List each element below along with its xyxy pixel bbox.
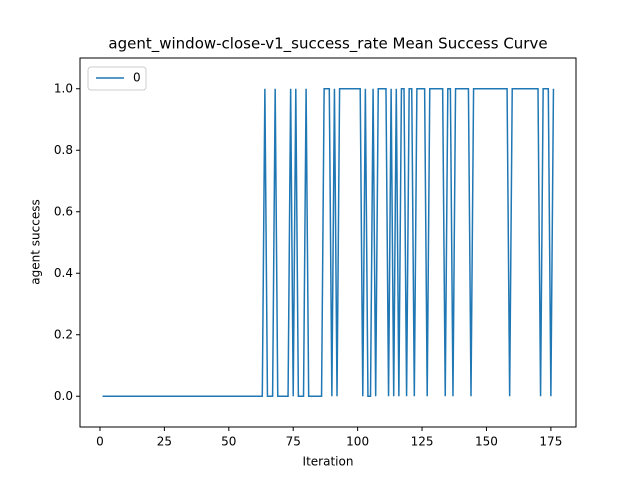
y-tick-label: 0.6: [54, 204, 73, 218]
x-tick-label: 0: [96, 435, 104, 449]
x-tick-label: 125: [411, 435, 434, 449]
x-tick-label: 75: [286, 435, 301, 449]
y-tick-label: 0.8: [54, 143, 73, 157]
x-tick-label: 50: [221, 435, 236, 449]
x-tick-label: 150: [475, 435, 498, 449]
y-axis-label: agent success: [29, 199, 43, 284]
x-axis-label: Iteration: [303, 455, 354, 469]
y-tick-label: 0.4: [54, 266, 73, 280]
x-tick-label: 100: [346, 435, 369, 449]
y-tick-label: 0.2: [54, 327, 73, 341]
plot-frame: [79, 57, 577, 428]
y-tick-label: 0.0: [54, 389, 73, 403]
chart-title: agent_window-close-v1_success_rate Mean …: [108, 35, 547, 54]
x-tick-label: 175: [539, 435, 562, 449]
legend-label: 0: [133, 71, 141, 85]
x-tick-label: 25: [157, 435, 172, 449]
data-line: [102, 88, 555, 397]
y-tick-label: 1.0: [54, 81, 73, 95]
